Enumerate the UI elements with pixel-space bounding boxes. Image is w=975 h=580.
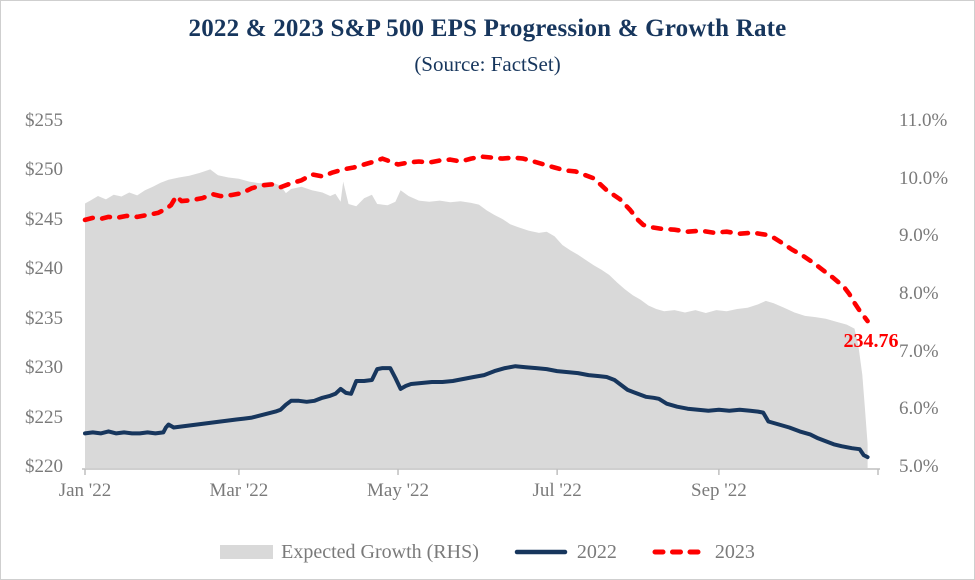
y-left-tick-label: $225 bbox=[25, 406, 63, 428]
legend-label: Expected Growth (RHS) bbox=[281, 541, 479, 563]
y-right-tick-label: 5.0% bbox=[899, 456, 939, 477]
y-left-tick-label: $255 bbox=[25, 110, 63, 131]
y-right-tick-label: 7.0% bbox=[899, 340, 939, 362]
legend-dashed-line-swatch-icon bbox=[651, 543, 707, 561]
x-tick-label: Sep '22 bbox=[691, 480, 747, 501]
y-right-tick-label: 11.0% bbox=[899, 110, 948, 131]
series-line-2022 bbox=[83, 364, 870, 460]
legend-label: 2023 bbox=[714, 541, 755, 563]
legend-item-2023: 2023 bbox=[651, 540, 755, 564]
y-left-tick-label: $245 bbox=[25, 208, 63, 230]
y-left-tick-label: $220 bbox=[25, 456, 63, 477]
y-right-tick-label: 6.0% bbox=[899, 398, 939, 420]
last-value-annotation: 234.76 bbox=[843, 330, 899, 352]
x-tick-label: Mar '22 bbox=[209, 480, 269, 501]
y-right-tick-label: 9.0% bbox=[899, 225, 939, 247]
series-line-2023 bbox=[82, 154, 870, 324]
legend-item-expected-growth-rhs-: Expected Growth (RHS) bbox=[220, 540, 479, 564]
legend-item-2022: 2022 bbox=[513, 540, 617, 564]
chart-subtitle: (Source: FactSet) bbox=[414, 52, 561, 76]
legend-line-swatch-icon bbox=[513, 543, 569, 561]
y-left-tick-label: $250 bbox=[25, 159, 63, 181]
chart-title: 2022 & 2023 S&P 500 EPS Progression & Gr… bbox=[188, 15, 787, 42]
x-tick-label: Jul '22 bbox=[532, 480, 582, 501]
y-left-tick-label: $235 bbox=[25, 307, 63, 329]
y-left-tick-label: $230 bbox=[25, 357, 63, 379]
growth-area-series bbox=[85, 169, 868, 468]
y-left-tick-label: $240 bbox=[25, 258, 63, 280]
legend-label: 2022 bbox=[576, 541, 617, 563]
x-tick-label: Jan '22 bbox=[58, 480, 112, 501]
y-right-tick-label: 10.0% bbox=[899, 167, 949, 189]
chart-legend: Expected Growth (RHS) 2022 2023 bbox=[1, 538, 974, 566]
legend-area-swatch-icon bbox=[220, 545, 274, 559]
x-tick-label: May '22 bbox=[367, 480, 430, 501]
y-right-tick-label: 8.0% bbox=[899, 283, 939, 304]
